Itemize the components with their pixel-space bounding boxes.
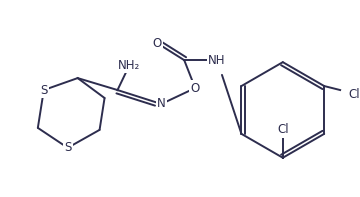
Text: O: O <box>190 82 200 95</box>
Text: O: O <box>153 37 162 50</box>
Text: Cl: Cl <box>277 123 289 136</box>
Text: NH₂: NH₂ <box>118 59 141 72</box>
Text: N: N <box>157 98 166 111</box>
Text: Cl: Cl <box>348 87 360 100</box>
Text: NH: NH <box>208 54 226 67</box>
Text: S: S <box>40 84 48 97</box>
Text: S: S <box>64 141 71 154</box>
